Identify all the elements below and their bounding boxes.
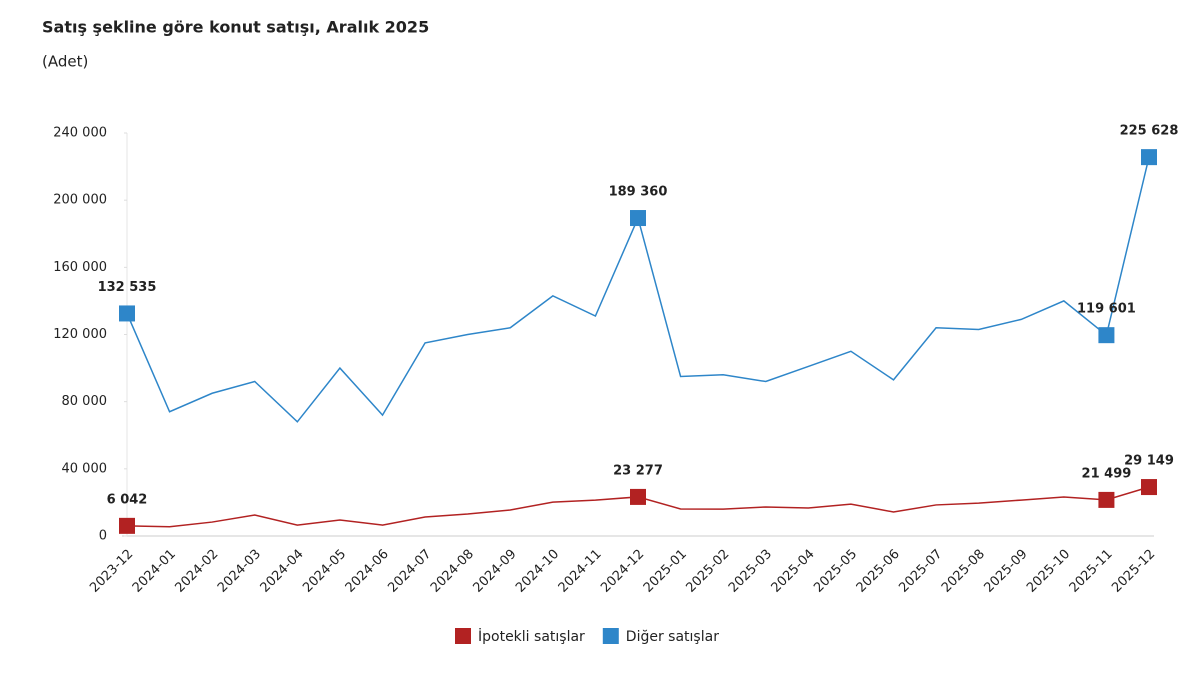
y-tick-label: 40 000 bbox=[62, 461, 108, 476]
legend-label: Diğer satışlar bbox=[626, 629, 719, 645]
x-tick-label: 2025-11 bbox=[1067, 547, 1116, 596]
x-tick-label: 2023-12 bbox=[87, 547, 136, 596]
data-label: 189 360 bbox=[609, 185, 668, 200]
y-tick-label: 160 000 bbox=[53, 260, 107, 275]
legend-swatch bbox=[455, 628, 471, 644]
x-tick-label: 2025-05 bbox=[811, 547, 860, 596]
x-tick-label: 2025-02 bbox=[683, 547, 732, 596]
point-marker bbox=[630, 210, 646, 227]
legend-label: İpotekli satışlar bbox=[478, 627, 585, 645]
x-tick-label: 2024-11 bbox=[556, 547, 605, 596]
x-tick-label: 2024-07 bbox=[385, 547, 434, 596]
x-tick-label: 2025-04 bbox=[769, 547, 818, 596]
x-tick-label: 2025-09 bbox=[982, 547, 1031, 596]
x-tick-label: 2024-08 bbox=[428, 547, 477, 596]
x-tick-label: 2024-05 bbox=[300, 547, 349, 596]
chart-subtitle: (Adet) bbox=[42, 53, 88, 71]
x-tick-label: 2024-01 bbox=[130, 547, 179, 596]
point-marker bbox=[1098, 327, 1115, 344]
x-tick-label: 2025-12 bbox=[1109, 547, 1158, 596]
y-tick-label: 0 bbox=[99, 529, 107, 544]
x-tick-label: 2025-03 bbox=[726, 547, 775, 596]
x-tick-label: 2025-10 bbox=[1024, 547, 1073, 596]
x-tick-label: 2024-02 bbox=[172, 547, 221, 596]
y-tick-label: 240 000 bbox=[53, 126, 107, 141]
x-tick-label: 2025-01 bbox=[641, 547, 690, 596]
x-tick-label: 2024-06 bbox=[343, 547, 392, 596]
chart-title: Satış şekline göre konut satışı, Aralık … bbox=[42, 18, 429, 37]
x-tick-label: 2024-03 bbox=[215, 547, 264, 596]
x-tick-label: 2024-12 bbox=[598, 547, 647, 596]
y-tick-label: 80 000 bbox=[62, 394, 108, 409]
data-label: 21 499 bbox=[1082, 466, 1132, 481]
x-tick-label: 2024-09 bbox=[471, 547, 520, 596]
x-tick-label: 2025-08 bbox=[939, 547, 988, 596]
data-label: 23 277 bbox=[613, 463, 663, 478]
y-tick-label: 200 000 bbox=[53, 193, 107, 208]
x-tick-label: 2025-06 bbox=[854, 547, 903, 596]
data-label: 119 601 bbox=[1077, 302, 1136, 317]
point-marker bbox=[119, 305, 135, 322]
x-tick-label: 2024-04 bbox=[258, 547, 307, 596]
point-marker bbox=[630, 488, 646, 505]
data-label: 29 149 bbox=[1124, 454, 1174, 469]
point-marker bbox=[1098, 491, 1115, 508]
point-marker bbox=[119, 517, 135, 534]
data-label: 132 535 bbox=[98, 280, 157, 295]
legend-swatch bbox=[602, 628, 619, 644]
data-label: 6 042 bbox=[107, 492, 148, 507]
x-tick-label: 2025-07 bbox=[896, 547, 945, 596]
data-label: 225 628 bbox=[1120, 124, 1179, 139]
point-marker bbox=[1141, 149, 1157, 166]
y-tick-label: 120 000 bbox=[53, 327, 107, 342]
point-marker bbox=[1141, 479, 1157, 496]
x-tick-label: 2024-10 bbox=[513, 547, 562, 596]
